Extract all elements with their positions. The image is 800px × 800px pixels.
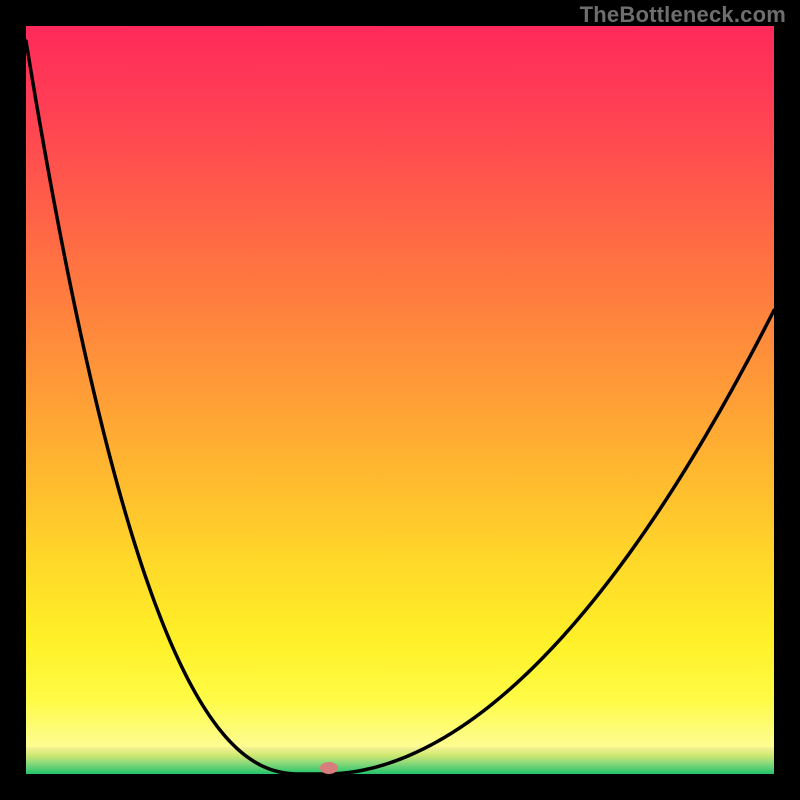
plot-area <box>26 26 774 774</box>
watermark-text: TheBottleneck.com <box>580 2 786 28</box>
heat-gradient <box>26 26 774 774</box>
chart-frame: TheBottleneck.com <box>0 0 800 800</box>
optimum-marker <box>320 762 338 774</box>
